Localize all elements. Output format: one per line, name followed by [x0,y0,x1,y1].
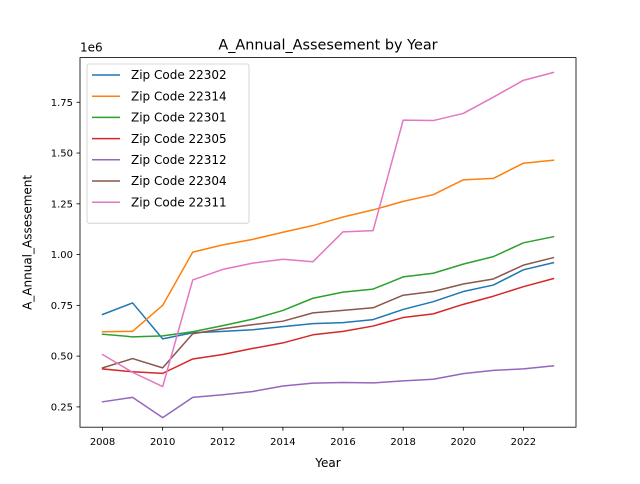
x-tick-label: 2010 [150,437,175,448]
x-tick-label: 2020 [451,437,476,448]
legend-frame [86,63,250,224]
x-tick-label: 2018 [390,437,415,448]
y-offset-label: 1e6 [80,41,103,55]
y-tick-label: 1.75 [51,98,73,109]
y-tick-label: 0.75 [51,301,73,312]
series-line-zip-code-22302 [101,261,555,340]
x-tick-label: 2008 [90,437,115,448]
series-line-zip-code-22305 [101,277,555,375]
y-axis-label: A_Annual_Assesement [21,175,35,310]
series-lines [101,71,555,419]
series-line-zip-code-22311 [101,71,555,388]
legend-label: Zip Code 22305 [131,132,227,146]
x-tick-label: 2016 [330,437,355,448]
legend-label: Zip Code 22301 [131,111,227,125]
x-tick-label: 2012 [210,437,235,448]
y-tick-label: 1.25 [51,199,73,210]
y-tick-label: 0.25 [51,402,73,413]
x-axis-label: Year [314,456,340,470]
x-tick-label: 2022 [511,437,536,448]
legend-label: Zip Code 22304 [131,174,227,188]
legend-label: Zip Code 22312 [131,153,227,167]
y-tick-label: 1.50 [51,149,73,160]
y-tick-label: 1.00 [51,250,73,261]
legend-label: Zip Code 22302 [131,68,227,82]
series-line-zip-code-22304 [101,256,555,369]
chart-title: A_Annual_Assesement by Year [218,38,437,54]
y-axis: 0.25 0.50 0.75 1.00 1.25 1.50 1.75 [51,98,80,413]
legend: Zip Code 22302 Zip Code 22314 Zip Code 223… [86,63,250,224]
plot-frame [79,57,577,428]
legend-label: Zip Code 22314 [131,89,227,103]
legend-label: Zip Code 22311 [131,195,227,209]
x-axis: 2008 2010 2012 2014 2016 2018 2020 2022 [90,427,536,448]
y-tick-label: 0.50 [51,352,73,363]
series-line-zip-code-22314 [101,159,555,333]
x-tick-label: 2014 [270,437,295,448]
series-line-zip-code-22312 [101,365,555,419]
